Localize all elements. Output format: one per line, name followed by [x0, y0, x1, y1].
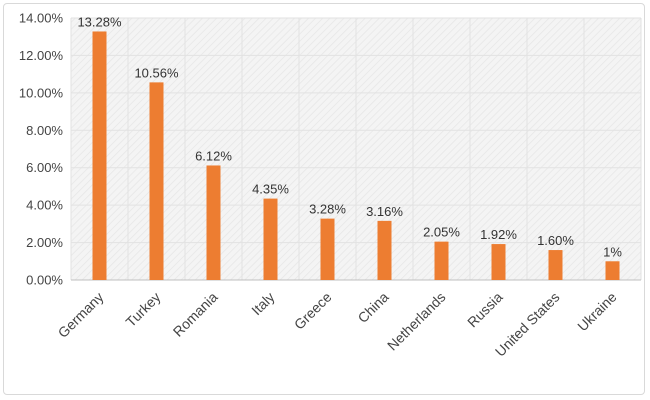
bar [149, 82, 164, 281]
data-label: 4.35% [252, 182, 289, 197]
bar [320, 218, 335, 280]
y-tick-label: 6.00% [26, 160, 63, 175]
y-tick-label: 14.00% [19, 11, 64, 26]
bar [434, 241, 449, 280]
data-label: 10.56% [134, 65, 179, 80]
x-tick-label: China [354, 289, 391, 326]
data-label: 6.12% [195, 148, 232, 163]
data-label: 3.16% [366, 204, 403, 219]
bar-chart: 0.00% 2.00% 4.00% 6.00% 8.00% 10.00% 12.00% 14.… [19, 11, 642, 360]
data-label: 1.60% [537, 233, 574, 248]
x-tick-label: Greece [291, 289, 335, 333]
x-tick-label: Turkey [122, 289, 163, 330]
data-label: 3.28% [309, 202, 346, 217]
data-label: 2.05% [423, 225, 460, 240]
bar [206, 165, 221, 280]
bar [263, 198, 278, 280]
x-tick-label: Germany [55, 289, 107, 341]
y-tick-label: 4.00% [26, 198, 63, 213]
x-tick-label: Russia [464, 289, 506, 331]
y-tick-label: 12.00% [19, 48, 64, 63]
data-label: 13.28% [77, 14, 122, 29]
x-tick-label: Ukraine [574, 289, 620, 335]
data-label: 1.92% [480, 227, 517, 242]
bar [377, 220, 392, 280]
bar [548, 250, 563, 280]
y-tick-label: 10.00% [19, 85, 64, 100]
x-tick-label: Netherlands [384, 289, 449, 354]
data-label: 1% [603, 244, 622, 259]
y-tick-label: 2.00% [26, 235, 63, 250]
x-tick-label: Italy [248, 289, 277, 318]
bar [605, 261, 620, 280]
chart-frame: 0.00% 2.00% 4.00% 6.00% 8.00% 10.00% 12.00% 14.… [3, 3, 645, 395]
y-tick-label: 0.00% [26, 273, 63, 288]
bar [92, 31, 107, 280]
bar [491, 244, 506, 280]
y-tick-label: 8.00% [26, 123, 63, 138]
x-tick-label: Romania [170, 289, 221, 340]
